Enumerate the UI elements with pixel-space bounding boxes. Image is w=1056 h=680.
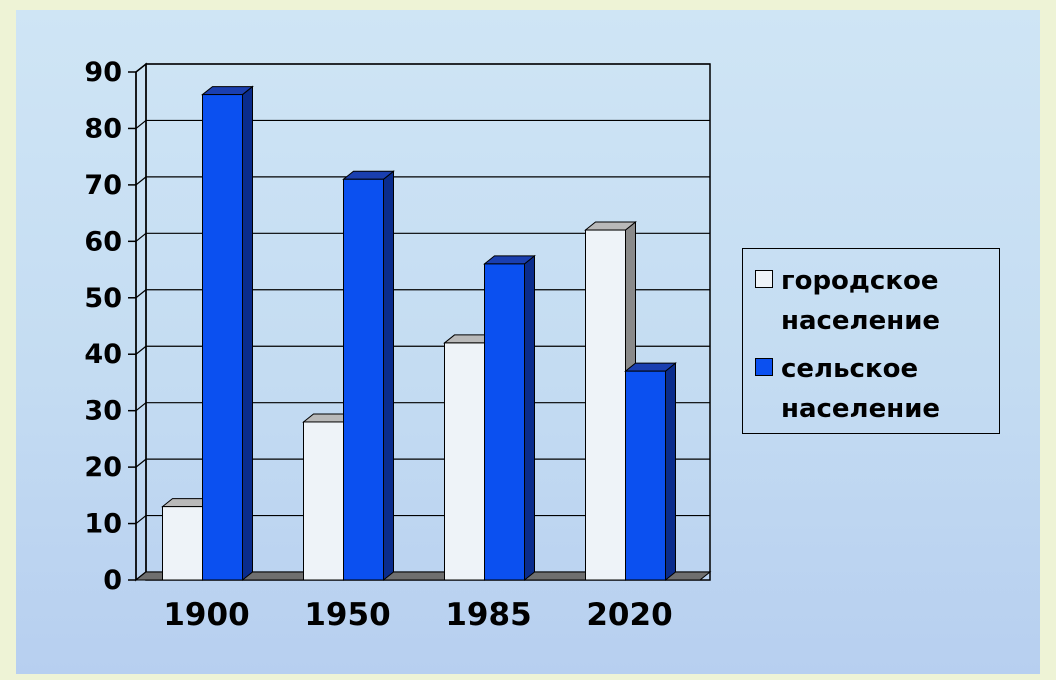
bar-front [202,94,243,581]
bar-front [162,506,203,581]
bar-front [625,370,666,581]
y-tick-label: 80 [84,113,122,144]
gridline-side [135,63,147,73]
y-tick-label: 90 [84,57,122,88]
bar-front [484,263,525,581]
x-tick-label: 1950 [304,597,390,633]
bar [483,254,536,582]
x-tick-label: 1900 [163,597,249,633]
gridline-side [135,402,147,412]
bar-side [242,85,253,582]
x-axis-ticks: 1900 1950 1985 2020 [163,597,672,633]
y-tick-label: 30 [84,396,122,427]
gridline-side [135,345,147,355]
y-tick-label: 10 [84,509,122,540]
bar-side [665,362,676,582]
legend-swatch-rural [755,358,773,376]
legend-label-rural: сельское население [781,354,941,424]
gridline-side [135,289,147,299]
gridline-side [135,119,147,129]
bar [342,170,395,582]
bar [624,362,677,582]
gridline-side [135,458,147,468]
side-wall [135,62,147,582]
gridline-side [135,515,147,525]
bar [201,85,254,582]
legend-swatch-urban [755,270,773,288]
bar-front [585,229,626,581]
bar-side [524,254,535,582]
bars [161,85,677,582]
gridline-side [135,232,147,242]
y-tick-label: 50 [84,283,122,314]
x-tick-label: 1985 [445,597,531,633]
bar-front [444,342,485,581]
bar-side [383,170,394,582]
y-tick-label: 70 [84,170,122,201]
legend-label-urban: городское население [781,266,941,336]
y-tick-label: 40 [84,339,122,370]
x-tick-label: 2020 [586,597,672,633]
y-tick-label: 20 [84,452,122,483]
bar-front [343,178,384,581]
y-tick-label: 0 [103,565,122,596]
bar-front [303,421,344,581]
legend: городское население сельское население [742,248,1000,434]
y-axis-ticks: 0 10 20 30 40 50 60 70 80 90 [84,57,122,596]
gridline-side [135,176,147,186]
y-tick-label: 60 [84,226,122,257]
